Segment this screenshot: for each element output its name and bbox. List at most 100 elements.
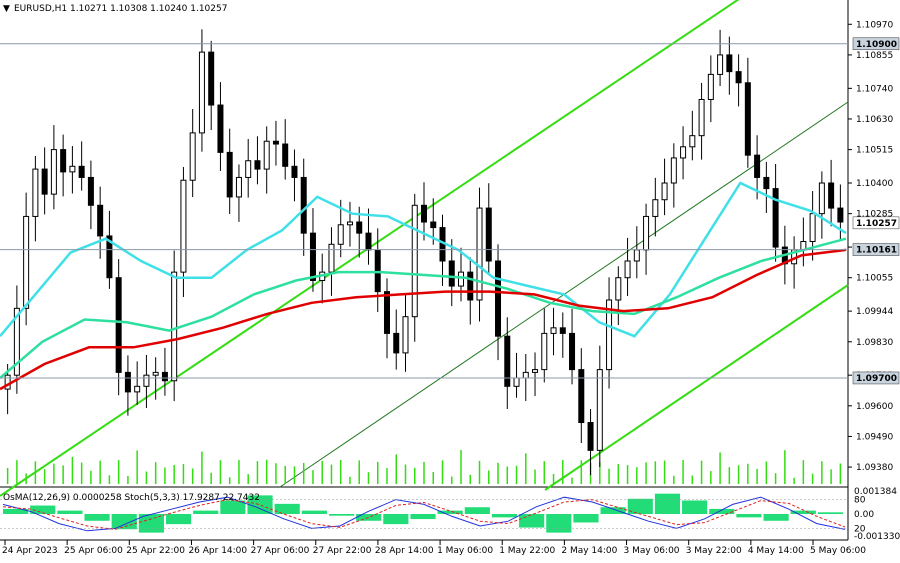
candle-body	[458, 271, 465, 287]
candle-body	[670, 157, 677, 184]
candle-body	[254, 160, 261, 170]
ema-red-line	[0, 248, 847, 391]
level-middle-badge-text: 1.10161	[856, 246, 897, 256]
osma-bar	[274, 503, 300, 514]
candle-body	[680, 146, 687, 159]
candle-body	[402, 316, 409, 354]
x-tick-label: 24 Apr 2023	[2, 546, 58, 556]
grid	[0, 0, 849, 541]
indicator-scale-label: 20	[854, 524, 866, 534]
x-tick-label: 1 May 22:00	[499, 546, 555, 556]
osma-bar	[627, 498, 653, 514]
y-tick-label: 1.10970	[856, 20, 893, 30]
candle-body	[208, 51, 215, 106]
candle-body	[411, 204, 418, 318]
x-tick-label: 1 May 06:00	[437, 546, 493, 556]
candle-body	[161, 371, 168, 382]
candle-body	[495, 260, 502, 337]
candle-body	[772, 188, 779, 248]
down-arrow-icon: ▼	[3, 4, 10, 14]
candle-body	[596, 369, 603, 451]
candles	[4, 29, 844, 476]
osma-bar	[301, 510, 327, 514]
candle-body	[717, 54, 724, 75]
y-tick-label: 1.10515	[856, 146, 893, 156]
y-tick-label: 1.09944	[856, 307, 893, 317]
candle-body	[328, 243, 335, 273]
y-tick-label: 1.09490	[856, 432, 893, 442]
osma-bar	[57, 510, 83, 514]
osma-bar	[546, 514, 572, 533]
y-tick-label: 1.10855	[856, 51, 893, 61]
indicator-header: OsMA(12,26,9) 0.0000258 Stoch(5,3,3) 17.…	[3, 493, 260, 503]
y-tick-label: 1.09380	[856, 463, 893, 473]
x-tick-label: 2 May 14:00	[561, 546, 617, 556]
osma-bar	[817, 512, 843, 514]
candle-body	[198, 51, 205, 134]
x-tick-label: 25 Apr 22:00	[126, 546, 185, 556]
candle-body	[735, 71, 742, 84]
candle-body	[476, 207, 483, 301]
y-tick-label: 1.09830	[856, 338, 893, 348]
osma-bar	[709, 508, 735, 514]
candle-body	[633, 249, 640, 262]
osma-bar	[682, 500, 708, 514]
candle-body	[698, 98, 705, 137]
candle-body	[180, 179, 187, 273]
candle-body	[541, 332, 548, 371]
candle-body	[143, 374, 150, 387]
candle-body	[707, 73, 714, 100]
candle-body	[171, 271, 178, 382]
level-middle-badge	[852, 243, 900, 256]
x-tick-label: 25 Apr 06:00	[64, 546, 123, 556]
level-upper-badge	[852, 37, 900, 51]
candle-body	[606, 299, 613, 371]
y-tick-label: 1.10055	[856, 274, 893, 284]
osma-bar	[491, 514, 518, 518]
candle-body	[226, 151, 233, 198]
x-tick-label: 26 Apr 14:00	[188, 546, 247, 556]
candle-body	[448, 260, 455, 287]
candle-body	[689, 135, 696, 148]
candle-body	[374, 249, 381, 293]
candle-body	[106, 235, 113, 279]
x-tick-label: 27 Apr 22:00	[313, 546, 372, 556]
candle-body	[124, 371, 131, 393]
candle-body	[87, 176, 94, 206]
osma-bar	[3, 508, 29, 514]
y-tick-label: 1.10740	[856, 84, 893, 94]
candle-body	[309, 232, 316, 281]
osma-bar	[356, 514, 382, 521]
candle-body	[430, 221, 437, 229]
osma-bar	[437, 510, 463, 514]
x-tick-label: 28 Apr 14:00	[375, 546, 434, 556]
candle-body	[272, 140, 279, 145]
candle-body	[532, 369, 539, 373]
candle-body	[624, 260, 631, 279]
horizontal-levels	[0, 43, 848, 379]
candle-body	[291, 165, 298, 178]
candle-body	[78, 165, 85, 178]
level-upper-badge-text: 1.10900	[856, 40, 897, 50]
moving-averages	[0, 181, 847, 391]
volume-bars	[6, 450, 842, 484]
candle-body	[282, 143, 289, 167]
candle-body	[32, 168, 39, 217]
candle-body	[578, 369, 585, 424]
candle-body	[615, 277, 622, 301]
candle-body	[245, 160, 252, 178]
osma-bar	[111, 514, 137, 530]
candle-body	[837, 207, 844, 223]
osma-bar	[600, 507, 626, 514]
osma-bar	[519, 514, 545, 528]
osma-bar	[654, 493, 681, 514]
candle-body	[744, 82, 751, 156]
indicator-scale-label: 0.001384	[854, 487, 897, 497]
x-tick-label: 5 May 06:00	[810, 546, 866, 556]
osma-bar	[383, 514, 409, 525]
candle-body	[50, 149, 57, 195]
osma-bar	[30, 505, 56, 514]
